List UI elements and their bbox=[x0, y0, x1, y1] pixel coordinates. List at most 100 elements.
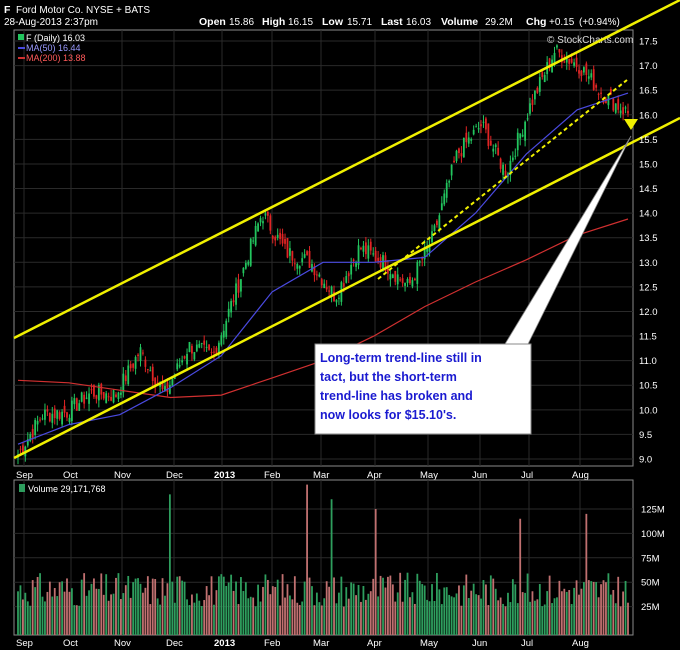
volume-bar bbox=[237, 604, 240, 635]
candle-body bbox=[605, 98, 607, 104]
candle-body bbox=[31, 429, 34, 438]
candle-body bbox=[181, 360, 184, 363]
candle-body bbox=[524, 121, 527, 141]
volume-bar bbox=[379, 575, 382, 635]
candle-body bbox=[455, 150, 458, 162]
candle-body bbox=[450, 164, 453, 176]
volume-bar bbox=[558, 580, 561, 635]
candle-body bbox=[244, 263, 247, 269]
volume-bar bbox=[173, 602, 176, 635]
volume-bar bbox=[440, 604, 443, 635]
annotation-line-2: tact, but the short-term bbox=[320, 370, 457, 384]
volume-bar bbox=[266, 579, 269, 635]
last-value: 16.03 bbox=[406, 17, 431, 28]
candle-body bbox=[372, 253, 375, 255]
candle-body bbox=[100, 383, 103, 395]
candle-body bbox=[259, 218, 262, 223]
volume-bar bbox=[19, 585, 22, 635]
volume-bar bbox=[320, 605, 323, 635]
volume-label: Volume bbox=[441, 16, 478, 28]
candle-body bbox=[357, 245, 360, 266]
open-value: 15.86 bbox=[229, 17, 254, 28]
candle-body bbox=[477, 128, 480, 130]
volume-bar bbox=[137, 578, 139, 635]
volume-bar bbox=[215, 590, 218, 635]
volume-bar bbox=[330, 499, 333, 635]
volume-bar bbox=[465, 574, 468, 635]
volume-bar bbox=[377, 596, 380, 635]
volume-bar bbox=[303, 581, 306, 635]
volume-bar bbox=[622, 591, 625, 635]
volume-x-tick: Nov bbox=[114, 638, 131, 649]
volume-bar bbox=[34, 587, 37, 635]
volume-bar bbox=[352, 583, 355, 635]
candle-body bbox=[487, 123, 490, 146]
price-y-tick: 17.0 bbox=[639, 61, 658, 72]
candle-body bbox=[311, 264, 313, 272]
volume-bar bbox=[333, 577, 335, 635]
candle-body bbox=[93, 384, 95, 397]
candle-body bbox=[438, 215, 441, 229]
candle-body bbox=[176, 363, 179, 370]
candle-body bbox=[492, 148, 495, 152]
candle-body bbox=[222, 330, 225, 338]
candle-body bbox=[195, 344, 198, 352]
price-y-tick: 15.5 bbox=[639, 135, 658, 146]
volume-bar bbox=[475, 594, 478, 635]
candle-body bbox=[428, 244, 431, 252]
volume-bar bbox=[181, 580, 184, 635]
volume-bar bbox=[56, 596, 59, 635]
volume-bar bbox=[480, 598, 482, 635]
candle-body bbox=[36, 420, 39, 425]
volume-bar bbox=[293, 576, 296, 635]
candle-body bbox=[433, 225, 436, 231]
volume-bar bbox=[411, 592, 414, 635]
candle-body bbox=[215, 347, 218, 355]
candle-body bbox=[249, 238, 252, 266]
candle-body bbox=[558, 48, 561, 53]
candle-body bbox=[164, 386, 166, 391]
candle-body bbox=[137, 354, 139, 357]
candle-body bbox=[171, 379, 174, 386]
volume-x-tick: Jul bbox=[521, 638, 533, 649]
candle-body bbox=[347, 273, 350, 277]
candle-body bbox=[308, 250, 311, 268]
volume-bar bbox=[217, 576, 220, 635]
candle-body bbox=[485, 118, 487, 130]
volume-bar bbox=[26, 601, 29, 635]
volume-bar bbox=[308, 577, 311, 635]
candle-body bbox=[570, 58, 573, 63]
candle-body bbox=[279, 232, 282, 239]
volume-bar bbox=[585, 513, 588, 635]
candle-body bbox=[119, 392, 122, 395]
candle-body bbox=[374, 250, 377, 262]
volume-bar bbox=[257, 584, 259, 635]
volume-bar bbox=[29, 605, 32, 635]
timestamp: 28-Aug-2013 2:37pm bbox=[4, 17, 98, 28]
candle-body bbox=[475, 126, 478, 128]
candle-body bbox=[323, 283, 326, 289]
volume-bar bbox=[46, 591, 49, 635]
volume-value: 29.2M bbox=[485, 17, 513, 28]
volume-bar bbox=[36, 576, 39, 635]
candle-body bbox=[318, 274, 321, 277]
candle-body bbox=[66, 412, 68, 418]
volume-bar bbox=[409, 597, 411, 635]
candle-body bbox=[394, 270, 397, 282]
candle-body bbox=[369, 241, 372, 251]
volume-bar bbox=[617, 576, 620, 635]
chg-pct-value: (+0.94%) bbox=[579, 17, 620, 28]
candle-body bbox=[58, 412, 61, 419]
volume-bar bbox=[436, 572, 438, 635]
candle-body bbox=[320, 279, 323, 286]
volume-bar bbox=[396, 592, 399, 635]
price-x-tick: May bbox=[420, 470, 438, 481]
candle-body bbox=[266, 211, 269, 216]
candle-body bbox=[286, 237, 289, 258]
volume-bar bbox=[279, 605, 282, 635]
volume-y-tick: 125M bbox=[641, 505, 665, 516]
candle-body bbox=[232, 300, 235, 303]
volume-bar bbox=[134, 578, 137, 635]
candle-body bbox=[313, 266, 316, 276]
volume-bar bbox=[269, 594, 272, 635]
